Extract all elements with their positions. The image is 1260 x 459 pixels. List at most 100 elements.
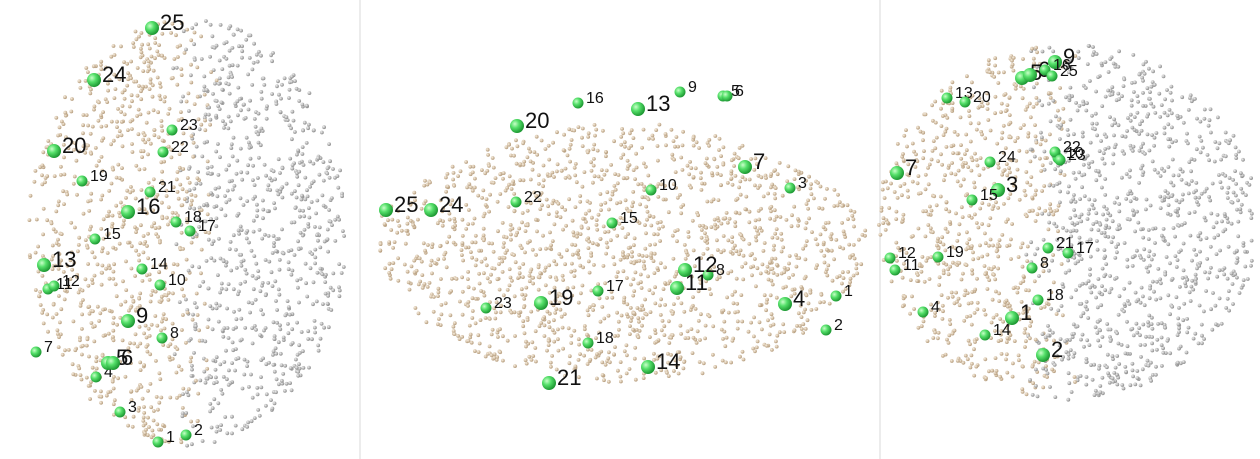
cloud-point [1014,158,1019,163]
cloud-point [732,164,736,168]
cloud-point [929,255,934,259]
cloud-point [215,194,220,199]
cloud-point [774,227,779,232]
cloud-point [289,272,294,277]
cloud-point [1202,215,1207,220]
cloud-point [227,163,231,168]
cloud-point [970,271,975,276]
cloud-point [509,187,514,191]
cloud-point [1045,375,1049,379]
cloud-point [259,53,263,58]
cloud-point [497,262,501,266]
cloud-point [747,220,752,225]
cloud-point [759,206,763,211]
cloud-point [940,235,945,240]
cloud-point [1040,189,1044,193]
cloud-point [595,227,600,232]
cloud-point [1176,316,1181,321]
cloud-point [920,255,925,259]
cloud-point [1066,352,1071,357]
cloud-point [1197,264,1202,268]
cloud-point [88,227,92,232]
cloud-point [547,325,552,330]
cloud-point [191,424,195,429]
cloud-point [296,239,300,244]
cloud-point [900,275,905,280]
cloud-point [1154,364,1158,369]
cloud-point [297,343,302,348]
cloud-point [257,228,262,232]
cloud-point [623,144,627,149]
cloud-point [984,376,988,381]
cloud-point [125,188,130,193]
cloud-point [1226,185,1231,190]
cloud-point [1167,144,1172,149]
cloud-point [1129,103,1134,108]
cloud-point [153,36,158,41]
cloud-point [642,356,646,361]
cloud-point [246,107,251,112]
cloud-point [527,146,531,151]
cloud-point [779,231,784,236]
cloud-point [1151,226,1155,231]
cloud-point [1047,328,1052,332]
cloud-point [542,334,547,338]
cloud-point [137,296,142,301]
cloud-point [939,152,943,157]
cloud-point [779,237,784,242]
cloud-point [430,271,434,276]
cloud-point [1193,97,1197,101]
cloud-point [419,259,424,264]
cloud-point [1194,253,1199,257]
cloud-point [107,78,112,82]
landmark [738,160,752,174]
cloud-point [1068,216,1073,220]
cloud-point [641,127,646,132]
cloud-point [194,181,199,186]
cloud-point [603,230,607,235]
cloud-point [1175,114,1180,118]
cloud-point [528,269,533,274]
cloud-point [129,76,133,81]
cloud-point [306,337,311,341]
landmark-label: 15 [103,226,121,243]
cloud-point [174,33,178,38]
cloud-point [797,256,802,260]
cloud-point [297,160,302,165]
cloud-point [1137,181,1141,185]
landmark-label: 10 [168,272,186,289]
cloud-point [796,185,800,190]
cloud-point [63,95,67,100]
cloud-point [1159,281,1163,286]
cloud-point [1087,197,1092,202]
cloud-point [958,115,963,120]
cloud-point [586,135,591,139]
cloud-point [255,392,260,397]
cloud-point [1204,289,1208,293]
cloud-point [307,365,311,370]
cloud-point [117,176,122,181]
cloud-point [92,107,96,112]
cloud-point [1123,351,1128,356]
cloud-point [674,363,679,368]
cloud-point [993,63,997,68]
cloud-point [97,319,101,323]
cloud-point [313,261,317,266]
cloud-point [1018,281,1023,285]
cloud-point [68,258,73,263]
cloud-point [1043,138,1048,143]
cloud-point [913,165,918,169]
cloud-point [805,318,810,323]
cloud-point [138,112,143,117]
cloud-point [557,300,562,305]
cloud-point [240,49,245,54]
cloud-point [296,148,300,153]
cloud-point [992,272,996,277]
cloud-point [929,157,934,162]
cloud-point [170,210,175,215]
cloud-point [604,168,609,173]
cloud-point [548,173,553,178]
cloud-point [149,405,154,410]
cloud-point [618,374,623,379]
cloud-point [436,286,441,291]
